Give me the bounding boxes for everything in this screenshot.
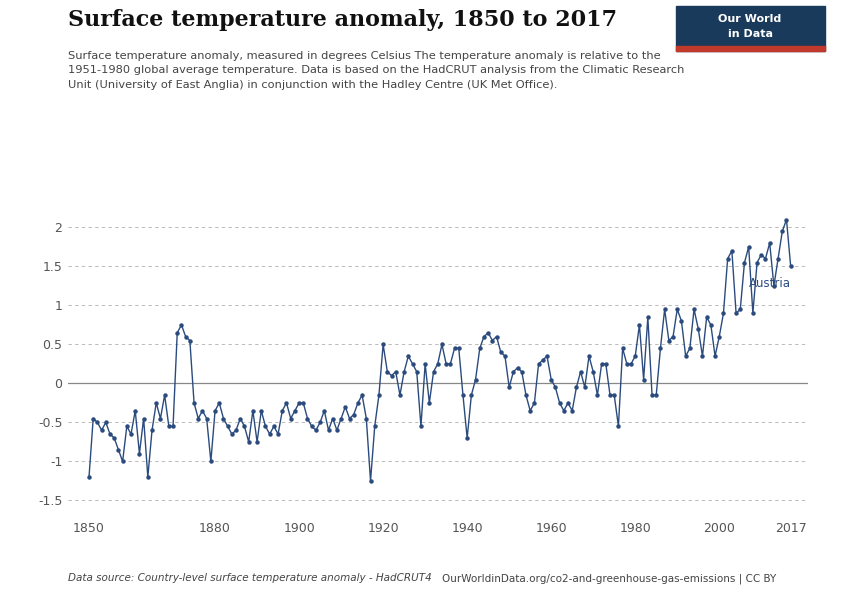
Text: Data source: Country-level surface temperature anomaly - HadCRUT4: Data source: Country-level surface tempe… xyxy=(68,573,432,583)
Text: Austria: Austria xyxy=(749,277,790,290)
Text: in Data: in Data xyxy=(728,29,773,39)
Bar xyxy=(676,46,824,51)
Text: Surface temperature anomaly, measured in degrees Celsius The temperature anomaly: Surface temperature anomaly, measured in… xyxy=(68,51,684,90)
Text: Surface temperature anomaly, 1850 to 2017: Surface temperature anomaly, 1850 to 201… xyxy=(68,9,617,31)
Text: Our World: Our World xyxy=(718,14,782,25)
Text: OurWorldinData.org/co2-and-greenhouse-gas-emissions | CC BY: OurWorldinData.org/co2-and-greenhouse-ga… xyxy=(442,573,776,583)
